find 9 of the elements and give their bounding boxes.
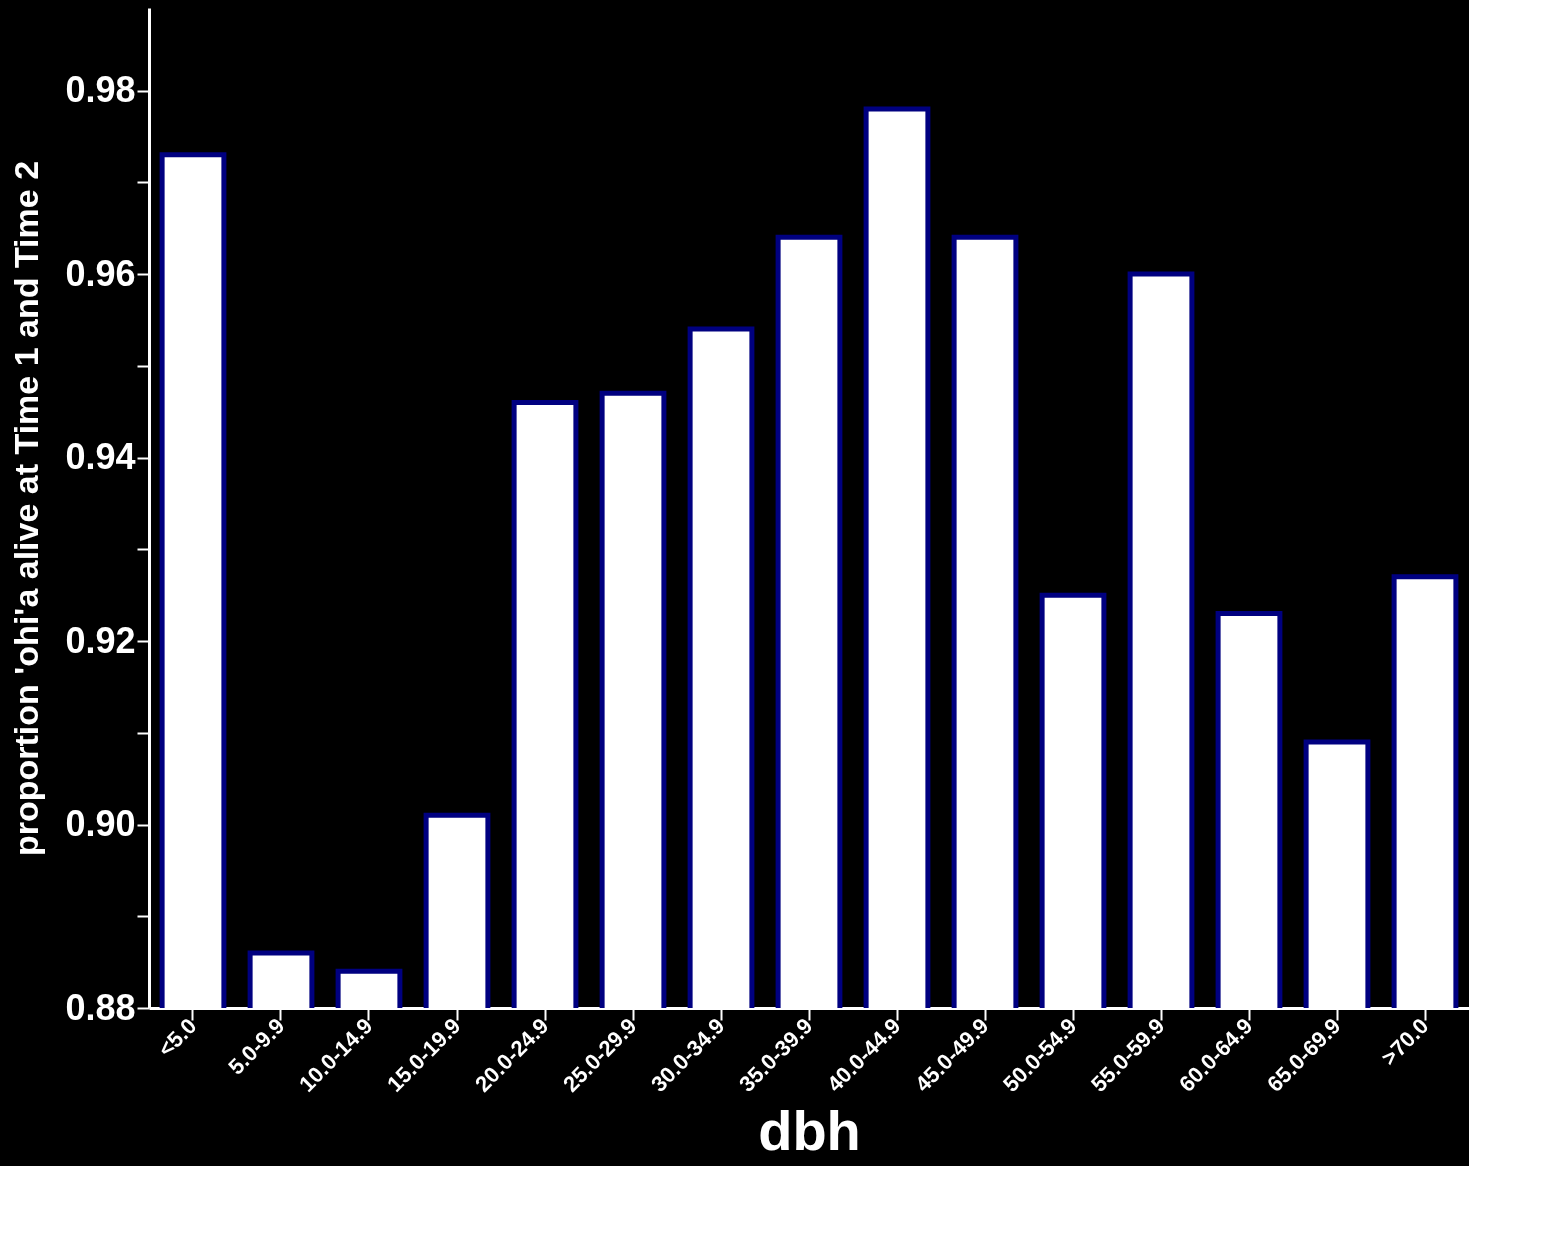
y-tick-label: 0.98 — [65, 69, 136, 111]
y-tick-label: 0.92 — [65, 619, 136, 661]
y-tick-label: 0.96 — [65, 252, 136, 294]
y-axis-title: proportion 'ohi'a alive at Time 1 and Time 2 — [7, 160, 46, 857]
y-tick-label: 0.88 — [65, 986, 136, 1028]
x-tick-label: <5.0 — [153, 1013, 202, 1062]
x-axis-title: dbh — [758, 1099, 861, 1163]
text: 0.90 — [65, 803, 136, 845]
y-tick-label: 0.94 — [65, 436, 136, 478]
